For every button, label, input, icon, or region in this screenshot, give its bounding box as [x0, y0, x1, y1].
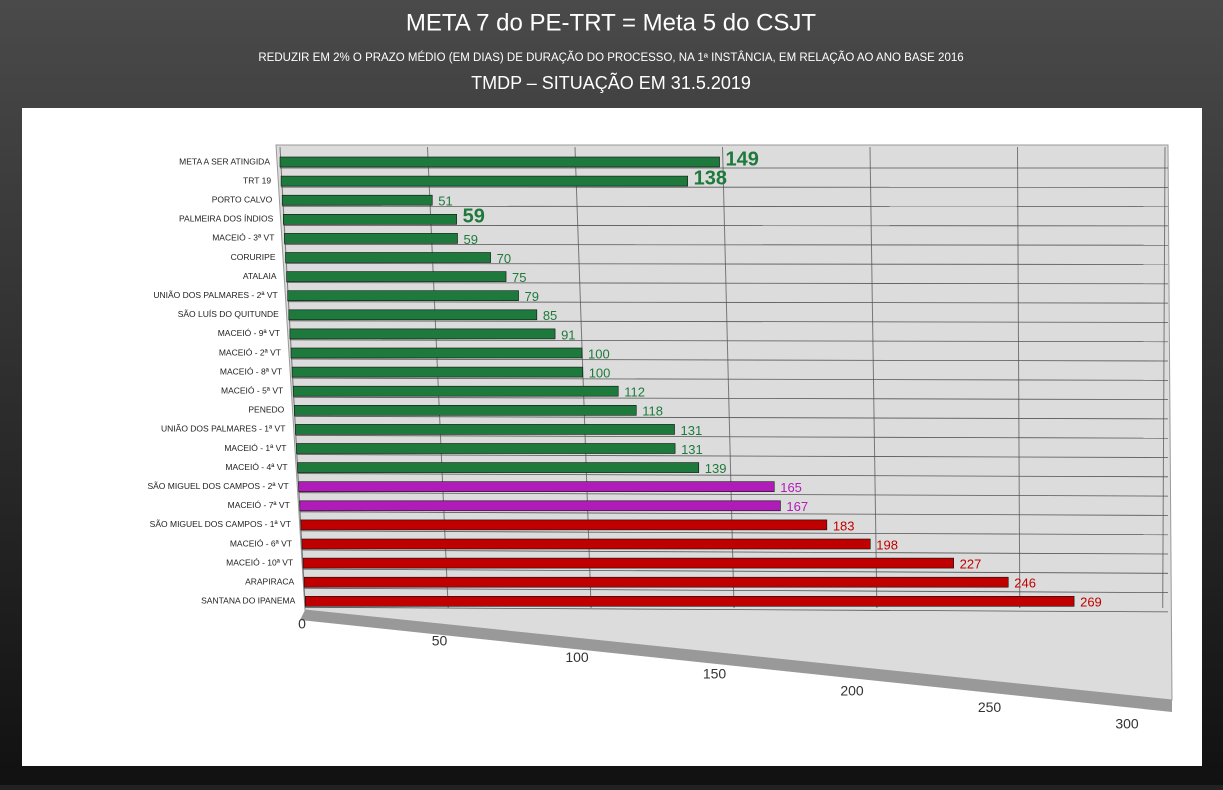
y-tick-label: MACEIÓ - 5ª VT [221, 385, 283, 395]
bar [291, 348, 582, 358]
bar [294, 405, 636, 415]
y-tick-label: PORTO CALVO [212, 194, 273, 204]
bar [302, 539, 870, 549]
x-tick-label: 250 [978, 699, 1002, 715]
bar [299, 482, 775, 492]
bar [287, 272, 506, 282]
y-tick-label: ATALAIA [243, 271, 277, 281]
value-label: 100 [588, 346, 610, 361]
value-label: 167 [786, 499, 808, 514]
x-tick-label: 100 [565, 649, 589, 665]
value-label: 85 [543, 308, 557, 323]
value-label: 70 [497, 251, 511, 266]
chart-subtitle-2: TMDP – SITUAÇÃO EM 31.5.2019 [471, 72, 751, 93]
y-tick-label: SÃO MIGUEL DOS CAMPOS - 2ª VT [147, 481, 288, 491]
bar [292, 367, 583, 377]
x-tick-label: 50 [432, 632, 448, 648]
value-label: 51 [438, 194, 452, 209]
bar [298, 463, 699, 473]
value-label: 149 [726, 148, 759, 170]
y-tick-label: UNIÃO DOS PALMARES - 1ª VT [161, 424, 285, 434]
bar [304, 577, 1008, 587]
bar [289, 310, 537, 320]
value-label: 118 [642, 404, 663, 419]
bar [301, 520, 827, 530]
y-tick-label: MACEIÓ - 2ª VT [219, 347, 281, 357]
chart-subtitle: REDUZIR EM 2% O PRAZO MÉDIO (EM DIAS) DE… [258, 51, 963, 64]
value-label: 59 [463, 206, 485, 228]
value-label: 112 [624, 385, 645, 400]
bar [282, 195, 432, 205]
value-label: 183 [833, 518, 855, 533]
bar [305, 596, 1074, 606]
y-tick-label: MACEIÓ - 9ª VT [218, 328, 280, 338]
x-tick-label: 0 [298, 616, 306, 632]
value-label: 198 [876, 537, 898, 552]
y-tick-label: MACEIÓ - 1ª VT [224, 443, 286, 453]
y-tick-label: META A SER ATINGIDA [179, 156, 270, 166]
y-tick-label: MACEIÓ - 8ª VT [220, 366, 282, 376]
value-label: 100 [589, 366, 611, 381]
bar [280, 157, 720, 167]
value-label: 79 [525, 289, 539, 304]
x-tick-label: 200 [840, 682, 864, 698]
bar [288, 291, 519, 301]
y-tick-label: PENEDO [248, 405, 284, 415]
bar [297, 444, 676, 454]
y-tick-label: SÃO MIGUEL DOS CAMPOS - 1ª VT [150, 519, 291, 529]
y-tick-label: PALMEIRA DOS ÍNDIOS [179, 214, 274, 224]
value-label: 91 [561, 327, 575, 342]
bar [283, 214, 456, 224]
value-label: 139 [705, 461, 727, 476]
chart-title: META 7 do PE-TRT = Meta 5 do CSJT [406, 9, 816, 36]
plot-wall [276, 145, 1172, 700]
y-tick-label: ARAPIRACA [245, 576, 294, 586]
value-label: 138 [694, 167, 727, 189]
y-tick-label: TRT 19 [243, 175, 271, 185]
y-tick-label: SÃO LUÍS DO QUITUNDE [178, 309, 279, 319]
y-tick-label: MACEIÓ - 7ª VT [228, 500, 290, 510]
bar [293, 386, 618, 396]
value-label: 165 [780, 480, 802, 495]
y-tick-label: SANTANA DO IPANEMA [201, 596, 295, 606]
value-label: 227 [960, 557, 982, 572]
y-tick-label: MACEIÓ - 10ª VT [226, 557, 293, 567]
bar [295, 424, 674, 434]
value-label: 246 [1014, 576, 1036, 591]
value-label: 59 [464, 232, 478, 247]
bar [281, 176, 688, 186]
value-label: 269 [1080, 595, 1102, 610]
x-tick-label: 300 [1115, 716, 1139, 732]
value-label: 131 [681, 442, 703, 457]
y-tick-label: MACEIÓ - 4ª VT [225, 462, 287, 472]
x-tick-label: 150 [703, 666, 727, 682]
y-tick-label: UNIÃO DOS PALMARES - 2ª VT [153, 290, 277, 300]
bar [290, 329, 555, 339]
y-tick-label: MACEIÓ - 6ª VT [230, 538, 292, 548]
y-tick-label: CORURIPE [231, 252, 276, 262]
bar [286, 253, 491, 263]
y-tick-label: MACEIÓ - 3ª VT [212, 233, 274, 243]
value-label: 131 [681, 423, 703, 438]
bar [284, 233, 457, 243]
bar [303, 558, 954, 568]
bar [300, 501, 781, 511]
value-label: 75 [512, 270, 526, 285]
